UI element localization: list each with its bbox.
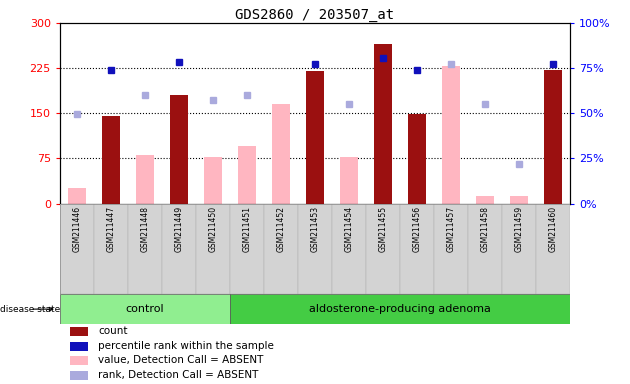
Text: count: count [98, 326, 128, 336]
Bar [306, 71, 324, 204]
Bar [264, 204, 298, 294]
Text: GSM211456: GSM211456 [413, 206, 421, 252]
Bar [128, 204, 162, 294]
Text: GSM211448: GSM211448 [140, 206, 149, 252]
Bar [374, 44, 392, 204]
Bar [544, 70, 563, 204]
Text: rank, Detection Call = ABSENT: rank, Detection Call = ABSENT [98, 369, 258, 380]
Title: GDS2860 / 203507_at: GDS2860 / 203507_at [236, 8, 394, 22]
Text: GSM211449: GSM211449 [175, 206, 183, 252]
Bar [203, 157, 222, 204]
Bar [196, 204, 230, 294]
Text: disease state: disease state [0, 305, 60, 314]
Text: GSM211453: GSM211453 [311, 206, 319, 252]
Bar [434, 204, 468, 294]
Bar [476, 196, 495, 204]
Bar [408, 114, 427, 204]
Bar [67, 189, 86, 204]
Bar [60, 204, 94, 294]
Text: aldosterone-producing adenoma: aldosterone-producing adenoma [309, 304, 491, 314]
Bar [101, 116, 120, 204]
Text: GSM211452: GSM211452 [277, 206, 285, 252]
Text: value, Detection Call = ABSENT: value, Detection Call = ABSENT [98, 355, 263, 365]
Text: GSM211455: GSM211455 [379, 206, 387, 252]
Bar [536, 204, 570, 294]
Bar [400, 204, 434, 294]
Text: GSM211447: GSM211447 [106, 206, 115, 252]
Text: percentile rank within the sample: percentile rank within the sample [98, 341, 274, 351]
Text: GSM211450: GSM211450 [209, 206, 217, 252]
Bar [169, 95, 188, 204]
Bar [70, 327, 88, 336]
Bar [238, 146, 256, 204]
Text: GSM211460: GSM211460 [549, 206, 558, 252]
Text: GSM211454: GSM211454 [345, 206, 353, 252]
Text: GSM211446: GSM211446 [72, 206, 81, 252]
Bar [340, 157, 358, 204]
Bar [510, 196, 529, 204]
Bar [94, 204, 128, 294]
Bar [502, 204, 536, 294]
Text: GSM211451: GSM211451 [243, 206, 251, 252]
Bar [60, 294, 230, 324]
Bar [468, 204, 502, 294]
Text: GSM211458: GSM211458 [481, 206, 490, 252]
Bar [442, 66, 461, 204]
Bar [135, 156, 154, 204]
Text: GSM211457: GSM211457 [447, 206, 455, 252]
Bar [230, 294, 570, 324]
Bar [272, 104, 290, 204]
Text: GSM211459: GSM211459 [515, 206, 524, 252]
Bar [70, 371, 88, 380]
Bar [366, 204, 400, 294]
Bar [162, 204, 196, 294]
Bar [298, 204, 332, 294]
Bar [332, 204, 366, 294]
Bar [230, 204, 264, 294]
Text: control: control [125, 304, 164, 314]
Bar [70, 342, 88, 351]
Bar [70, 356, 88, 365]
